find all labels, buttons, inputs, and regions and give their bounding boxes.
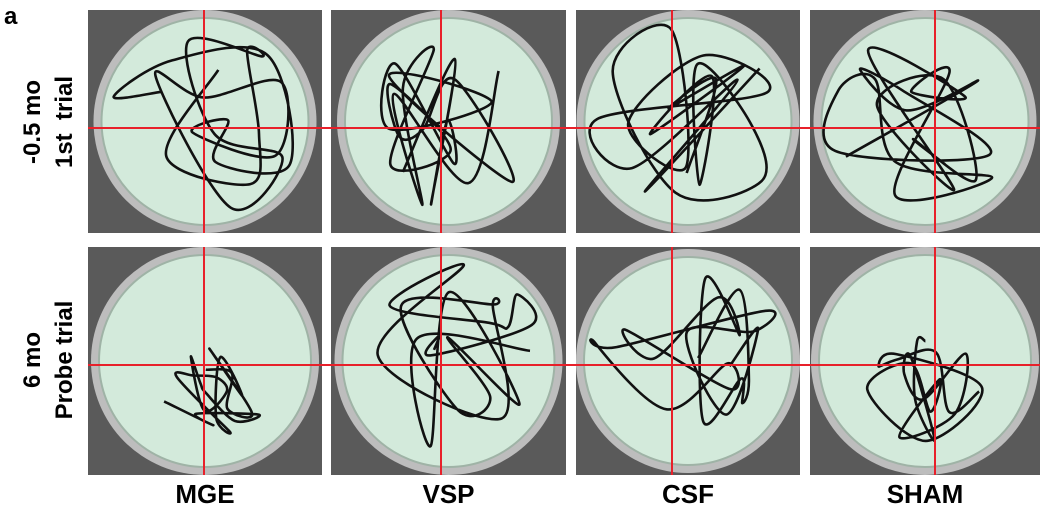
- column-label: MGE: [175, 479, 234, 505]
- figure: a -0.5 mo 1st trial 6 mo Probe trial MGE…: [0, 0, 1042, 505]
- pool: [343, 255, 555, 467]
- row-label: -0.5 mo: [19, 80, 46, 164]
- panels: [88, 10, 1040, 475]
- column-label: CSF: [662, 479, 714, 505]
- row-label: Probe trial: [51, 301, 78, 420]
- panel-label: a: [4, 3, 18, 30]
- row-label: 6 mo: [19, 332, 46, 388]
- column-label: VSP: [422, 479, 474, 505]
- pool: [584, 257, 792, 465]
- row-label: 1st trial: [51, 76, 78, 168]
- column-label: SHAM: [887, 479, 964, 505]
